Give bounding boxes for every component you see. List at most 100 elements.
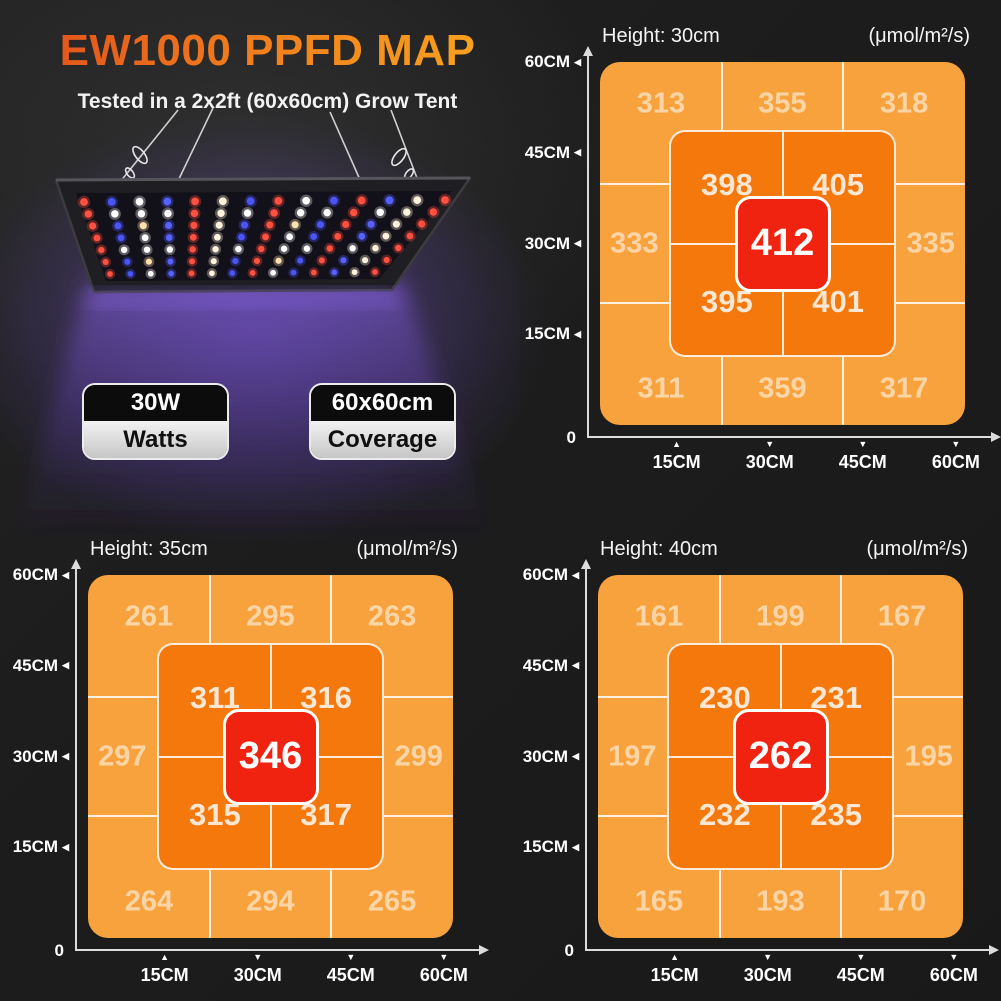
ppfd-grid: 161 199 167 197 195 165 193 170 230 231 … xyxy=(598,575,963,938)
x-tick-label: 15CM xyxy=(652,452,701,472)
down-triangle-icon: ▼ xyxy=(439,952,449,962)
x-axis xyxy=(587,432,1001,442)
plot-area: 60CM ◀ 45CM ◀ 30CM ◀ 15CM ◀ 0 ▲ 15CM ▼ 30CM ▼ 4… xyxy=(523,559,999,985)
y-tick-30cm: 30CM ◀ xyxy=(523,747,579,767)
x-tick-label: 60CM xyxy=(929,965,978,985)
y-tick-label: 15CM xyxy=(524,324,571,344)
ppfd-value: 264 xyxy=(124,885,174,918)
x-tick-label: 30CM xyxy=(233,965,282,985)
grow-light-panel-illustration xyxy=(0,107,520,542)
led-diodes xyxy=(77,193,452,280)
y-tick-label: 30CM xyxy=(522,746,569,766)
x-tick-label: 30CM xyxy=(743,965,792,985)
y-tick-label: 45CM xyxy=(12,655,59,675)
down-triangle-icon: ▼ xyxy=(858,439,868,449)
y-axis xyxy=(581,559,591,950)
y-tick-label: 30CM xyxy=(524,233,571,253)
ppfd-value: 401 xyxy=(812,284,864,320)
ppfd-value: 195 xyxy=(904,740,953,772)
left-triangle-icon: ◀ xyxy=(574,56,581,67)
left-triangle-icon: ◀ xyxy=(574,328,581,339)
ppfd-value: 231 xyxy=(810,679,862,715)
ppfd-value: 167 xyxy=(877,600,927,633)
badge-coverage: 60x60cm Coverage xyxy=(309,383,456,460)
y-tick-15cm: 15CM ◀ xyxy=(523,837,579,857)
x-tick-label: 15CM xyxy=(140,965,189,985)
origin-label: 0 xyxy=(54,941,64,960)
center-peak-value: 346 xyxy=(222,708,319,805)
x-tick-15cm: ▲ 15CM xyxy=(141,953,189,986)
light-beam xyxy=(14,280,492,542)
x-tick-45cm: ▼ 45CM xyxy=(839,440,887,473)
ppfd-value: 299 xyxy=(394,740,443,772)
y-tick-label: 60CM xyxy=(524,52,571,71)
hanging-wires xyxy=(119,107,418,184)
product-subtitle: Tested in a 2x2ft (60x60cm) Grow Tent xyxy=(77,90,458,113)
x-tick-15cm: ▲ 15CM xyxy=(653,440,701,473)
ppfd-value: 161 xyxy=(634,600,684,633)
plot-area: 60CM ◀ 45CM ◀ 30CM ◀ 15CM ◀ 0 ▲ 15CM ▼ 30CM ▼ 4… xyxy=(13,559,489,985)
y-tick-label: 45CM xyxy=(524,142,571,162)
down-triangle-icon: ▼ xyxy=(856,952,866,962)
y-tick-15cm: 15CM ◀ xyxy=(13,837,69,857)
ppfd-value: 317 xyxy=(300,797,352,833)
up-triangle-icon: ▲ xyxy=(160,952,170,962)
y-tick-30cm: 30CM ◀ xyxy=(525,234,581,254)
x-tick-60cm: ▼ 60CM xyxy=(930,953,978,986)
chart-header: Height: 40cm (μmol/m²/s) xyxy=(600,538,968,561)
badge-watts-label: Watts xyxy=(84,421,227,458)
ppfd-value: 317 xyxy=(879,372,929,405)
x-tick-45cm: ▼ 45CM xyxy=(327,953,375,986)
inner-zone: 398 405 395 401 412 xyxy=(669,130,896,357)
carabiner-hook-left xyxy=(124,145,148,179)
center-peak-value: 262 xyxy=(732,708,829,805)
ppfd-value: 294 xyxy=(246,885,295,918)
badge-watts-value: 30W xyxy=(84,385,227,421)
y-tick-60cm: 60CM ◀ xyxy=(525,52,581,72)
y-tick-45cm: 45CM ◀ xyxy=(525,143,581,163)
left-triangle-icon: ◀ xyxy=(62,751,69,761)
ppfd-value: 295 xyxy=(246,600,295,633)
down-triangle-icon: ▼ xyxy=(253,952,263,962)
ppfd-value: 199 xyxy=(756,600,805,633)
x-tick-60cm: ▼ 60CM xyxy=(932,440,980,473)
up-triangle-icon: ▲ xyxy=(672,439,682,449)
ppfd-chart-40cm: Height: 40cm (μmol/m²/s) 60CM ◀ 45CM ◀ 30C… xyxy=(523,525,999,1001)
y-tick-label: 15CM xyxy=(522,837,569,857)
spec-badges: 30W Watts 60x60cm Coverage xyxy=(82,383,456,460)
y-tick-label: 60CM xyxy=(12,565,59,584)
ppfd-value: 311 xyxy=(637,372,685,405)
inner-zone: 311 316 315 317 346 xyxy=(157,643,384,870)
ppfd-value: 197 xyxy=(608,740,657,772)
down-triangle-icon: ▼ xyxy=(765,439,775,449)
product-title: EW1000 PPFD MAP xyxy=(0,26,535,76)
y-tick-30cm: 30CM ◀ xyxy=(13,747,69,767)
y-tick-15cm: 15CM ◀ xyxy=(525,324,581,344)
left-triangle-icon: ◀ xyxy=(574,147,581,158)
left-triangle-icon: ◀ xyxy=(572,569,579,580)
ppfd-value: 318 xyxy=(879,87,929,120)
up-triangle-icon: ▲ xyxy=(670,952,680,962)
ppfd-value: 405 xyxy=(812,166,864,202)
x-tick-45cm: ▼ 45CM xyxy=(837,953,885,986)
x-tick-label: 30CM xyxy=(745,452,794,472)
left-triangle-icon: ◀ xyxy=(574,238,581,248)
y-tick-45cm: 45CM ◀ xyxy=(523,656,579,676)
ppfd-value: 316 xyxy=(300,679,352,715)
panel-under-glow xyxy=(82,290,404,306)
ppfd-value: 193 xyxy=(756,885,805,918)
left-triangle-icon: ◀ xyxy=(572,660,579,671)
y-tick-label: 15CM xyxy=(12,837,59,857)
badge-coverage-value: 60x60cm xyxy=(311,385,454,421)
chart-header: Height: 30cm (μmol/m²/s) xyxy=(602,25,970,48)
y-tick-60cm: 60CM ◀ xyxy=(523,565,579,585)
ppfd-grid: 261 295 263 297 299 264 294 265 311 316 … xyxy=(88,575,453,938)
inner-zone: 230 231 232 235 262 xyxy=(667,643,894,870)
ppfd-value: 335 xyxy=(906,227,955,259)
left-triangle-icon: ◀ xyxy=(572,841,579,852)
x-tick-label: 15CM xyxy=(650,965,699,985)
x-tick-label: 45CM xyxy=(838,452,887,472)
ppfd-value: 265 xyxy=(367,885,417,918)
left-triangle-icon: ◀ xyxy=(62,660,69,671)
y-tick-60cm: 60CM ◀ xyxy=(13,565,69,585)
